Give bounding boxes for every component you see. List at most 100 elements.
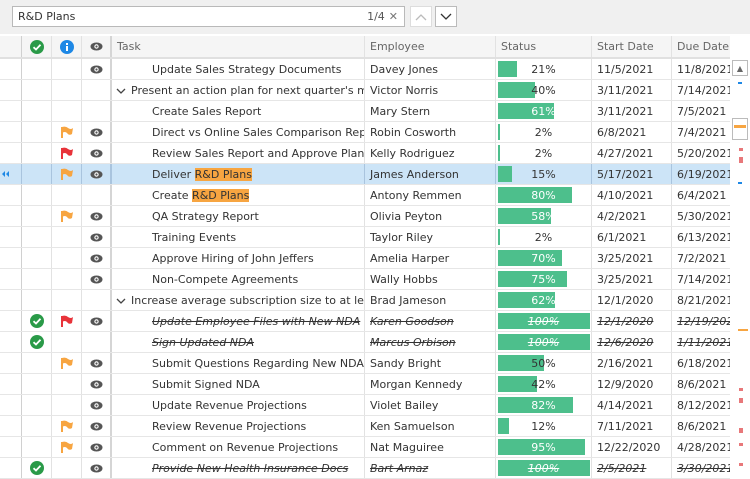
- clear-search-icon[interactable]: ✕: [388, 10, 398, 23]
- task-cell[interactable]: Create Sales Report: [112, 101, 365, 121]
- start-date-cell[interactable]: 12/6/2020: [592, 332, 672, 352]
- task-cell[interactable]: Deliver R&D Plans: [112, 164, 365, 184]
- start-date-cell[interactable]: 4/2/2021: [592, 206, 672, 226]
- watch-cell[interactable]: [82, 122, 112, 142]
- table-row[interactable]: Training Events Taylor Riley 2% 6/1/2021…: [0, 227, 730, 248]
- complete-cell[interactable]: [22, 164, 52, 184]
- status-cell[interactable]: 82%: [496, 395, 592, 415]
- header-employee[interactable]: Employee: [365, 36, 496, 57]
- status-cell[interactable]: 95%: [496, 437, 592, 457]
- watch-cell[interactable]: [82, 416, 112, 436]
- search-input[interactable]: R&D Plans 1/4 ✕: [12, 6, 405, 27]
- status-cell[interactable]: 75%: [496, 269, 592, 289]
- priority-cell[interactable]: [52, 311, 82, 331]
- complete-cell[interactable]: [22, 227, 52, 247]
- task-cell[interactable]: Comment on Revenue Projections: [112, 437, 365, 457]
- task-cell[interactable]: Create R&D Plans: [112, 185, 365, 205]
- due-date-cell[interactable]: 3/30/2021: [677, 461, 730, 475]
- watch-cell[interactable]: [82, 374, 112, 394]
- status-cell[interactable]: 12%: [496, 416, 592, 436]
- employee-cell[interactable]: Antony Remmen: [365, 185, 496, 205]
- status-cell[interactable]: 70%: [496, 248, 592, 268]
- complete-cell[interactable]: [22, 290, 52, 310]
- scroll-thumb[interactable]: [732, 118, 748, 140]
- header-priority[interactable]: [52, 36, 82, 57]
- table-row[interactable]: Review Sales Report and Approve Plans Ke…: [0, 143, 730, 164]
- task-cell[interactable]: QA Strategy Report: [112, 206, 365, 226]
- complete-cell[interactable]: [22, 374, 52, 394]
- start-date-cell[interactable]: 2/16/2021: [592, 353, 672, 373]
- due-date-cell[interactable]: 8/6/2021: [677, 377, 727, 391]
- priority-cell[interactable]: [52, 374, 82, 394]
- watch-cell[interactable]: [82, 290, 112, 310]
- due-date-cell[interactable]: 4/28/2021: [677, 440, 730, 454]
- table-row[interactable]: Deliver R&D Plans James Anderson 15% 5/1…: [0, 164, 730, 185]
- watch-cell[interactable]: [82, 101, 112, 121]
- due-date-cell[interactable]: 1/11/2021: [677, 335, 730, 349]
- watch-cell[interactable]: [82, 248, 112, 268]
- header-watch[interactable]: [82, 36, 112, 57]
- table-row[interactable]: Increase average subscription size to at…: [0, 290, 730, 311]
- due-date-cell[interactable]: 7/14/2021: [677, 272, 730, 286]
- priority-cell[interactable]: [52, 332, 82, 352]
- row-indicator[interactable]: [0, 353, 22, 373]
- employee-cell[interactable]: Bart Arnaz: [365, 458, 496, 478]
- task-cell[interactable]: Increase average subscription size to at…: [112, 290, 365, 310]
- employee-cell[interactable]: Kelly Rodriguez: [365, 143, 496, 163]
- watch-cell[interactable]: [82, 59, 112, 79]
- due-date-cell[interactable]: 12/19/2020: [677, 314, 730, 328]
- status-cell[interactable]: 80%: [496, 185, 592, 205]
- status-cell[interactable]: 2%: [496, 227, 592, 247]
- scroll-up-button[interactable]: ▲: [732, 60, 748, 76]
- status-cell[interactable]: 42%: [496, 374, 592, 394]
- status-cell[interactable]: 100%: [496, 311, 592, 331]
- table-row[interactable]: Present an action plan for next quarter'…: [0, 80, 730, 101]
- table-row[interactable]: Update Sales Strategy Documents Davey Jo…: [0, 59, 730, 80]
- watch-cell[interactable]: [82, 395, 112, 415]
- status-cell[interactable]: 61%: [496, 101, 592, 121]
- row-indicator[interactable]: [0, 269, 22, 289]
- row-indicator[interactable]: [0, 185, 22, 205]
- task-cell[interactable]: Sign Updated NDA: [112, 332, 365, 352]
- start-date-cell[interactable]: 3/25/2021: [592, 248, 672, 268]
- complete-cell[interactable]: [22, 59, 52, 79]
- start-date-cell[interactable]: 12/22/2020: [592, 437, 672, 457]
- table-row[interactable]: QA Strategy Report Olivia Peyton 58% 4/2…: [0, 206, 730, 227]
- start-date-cell[interactable]: 3/11/2021: [592, 101, 672, 121]
- table-row[interactable]: Non-Compete Agreements Wally Hobbs 75% 3…: [0, 269, 730, 290]
- status-cell[interactable]: 50%: [496, 353, 592, 373]
- priority-cell[interactable]: [52, 80, 82, 100]
- complete-cell[interactable]: [22, 332, 52, 352]
- table-row[interactable]: Create R&D Plans Antony Remmen 80% 4/10/…: [0, 185, 730, 206]
- due-date-cell[interactable]: 6/4/2021: [677, 188, 727, 202]
- task-cell[interactable]: Submit Signed NDA: [112, 374, 365, 394]
- table-row[interactable]: Create Sales Report Mary Stern 61% 3/11/…: [0, 101, 730, 122]
- priority-cell[interactable]: [52, 458, 82, 478]
- priority-cell[interactable]: [52, 248, 82, 268]
- task-cell[interactable]: Approve Hiring of John Jeffers: [112, 248, 365, 268]
- row-indicator[interactable]: [0, 143, 22, 163]
- due-date-cell[interactable]: 6/18/2021: [677, 356, 730, 370]
- start-date-cell[interactable]: 4/27/2021: [592, 143, 672, 163]
- priority-cell[interactable]: [52, 437, 82, 457]
- employee-cell[interactable]: Karen Goodson: [365, 311, 496, 331]
- start-date-cell[interactable]: 5/17/2021: [592, 164, 672, 184]
- complete-cell[interactable]: [22, 437, 52, 457]
- table-row[interactable]: Approve Hiring of John Jeffers Amelia Ha…: [0, 248, 730, 269]
- complete-cell[interactable]: [22, 311, 52, 331]
- table-row[interactable]: Review Revenue Projections Ken Samuelson…: [0, 416, 730, 437]
- employee-cell[interactable]: Robin Cosworth: [365, 122, 496, 142]
- task-cell[interactable]: Review Sales Report and Approve Plans: [112, 143, 365, 163]
- row-indicator[interactable]: [0, 164, 22, 184]
- priority-cell[interactable]: [52, 353, 82, 373]
- status-cell[interactable]: 100%: [496, 332, 592, 352]
- start-date-cell[interactable]: 4/14/2021: [592, 395, 672, 415]
- start-date-cell[interactable]: 11/5/2021: [592, 59, 672, 79]
- status-cell[interactable]: 15%: [496, 164, 592, 184]
- header-due-date[interactable]: Due Date: [677, 40, 729, 53]
- start-date-cell[interactable]: 4/10/2021: [592, 185, 672, 205]
- complete-cell[interactable]: [22, 248, 52, 268]
- due-date-cell[interactable]: 7/14/2021: [677, 83, 730, 97]
- expand-chevron-icon[interactable]: [116, 294, 126, 307]
- task-cell[interactable]: Update Employee Files with New NDA: [112, 311, 365, 331]
